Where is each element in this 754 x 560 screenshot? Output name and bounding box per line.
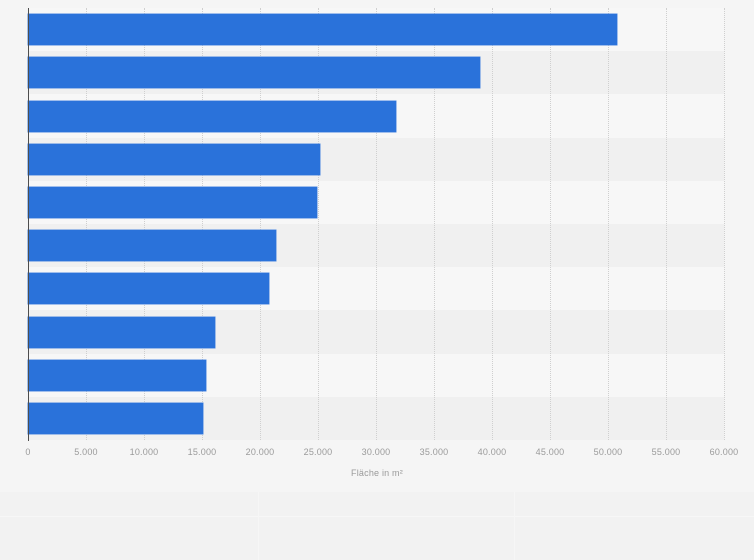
bar — [28, 100, 396, 132]
x-axis-tick-label: 0 — [25, 447, 31, 457]
panel-divider-vertical-2 — [514, 492, 515, 560]
bar — [28, 273, 270, 305]
bar — [28, 14, 618, 46]
bar — [28, 57, 481, 89]
y-axis-line — [28, 8, 29, 441]
x-axis-tick-label: 40.000 — [477, 447, 507, 457]
gridline — [86, 8, 88, 440]
bottom-panel — [0, 492, 754, 560]
gridline — [550, 8, 552, 440]
gridline — [434, 8, 436, 440]
bar — [28, 402, 203, 434]
x-axis-tick-label: 35.000 — [419, 447, 449, 457]
x-axis-title: Fläche in m² — [351, 468, 403, 478]
gridline — [144, 8, 146, 440]
plot-area — [28, 8, 726, 440]
gridline — [202, 8, 204, 440]
bar — [28, 359, 206, 391]
x-axis-tick-label: 10.000 — [129, 447, 159, 457]
x-axis-tick-label: 15.000 — [187, 447, 217, 457]
x-axis-tick-label: 5.000 — [74, 447, 98, 457]
gridline — [376, 8, 378, 440]
gridline — [666, 8, 668, 440]
x-axis-tick-label: 25.000 — [303, 447, 333, 457]
x-axis-tick-label: 60.000 — [709, 447, 739, 457]
x-axis-tick-label: 55.000 — [651, 447, 681, 457]
gridline — [318, 8, 320, 440]
gridline — [724, 8, 726, 440]
bar — [28, 316, 215, 348]
x-axis-tick-label: 50.000 — [593, 447, 623, 457]
x-axis-tick-label: 45.000 — [535, 447, 565, 457]
gridline — [492, 8, 494, 440]
gridline — [260, 8, 262, 440]
panel-divider-horizontal — [0, 516, 754, 517]
bar — [28, 186, 317, 218]
x-axis-tick-label: 20.000 — [245, 447, 275, 457]
gridline — [608, 8, 610, 440]
x-axis-tick-label: 30.000 — [361, 447, 391, 457]
bar — [28, 143, 320, 175]
panel-divider-vertical-1 — [258, 492, 259, 560]
bar — [28, 230, 276, 262]
